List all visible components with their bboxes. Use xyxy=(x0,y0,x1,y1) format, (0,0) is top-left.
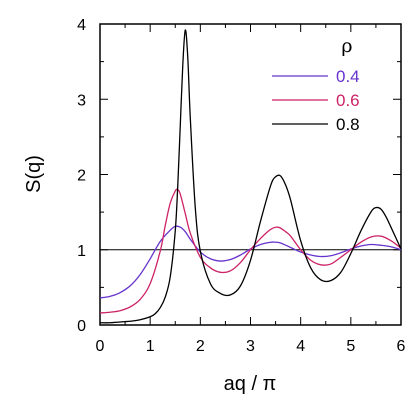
tick-labels: 0 1 2 3 4 5 6 0 1 2 3 4 xyxy=(77,17,405,355)
x-tick-label: 0 xyxy=(96,338,105,355)
series-lines xyxy=(99,29,402,324)
x-tick-label: 4 xyxy=(296,338,305,355)
series-line-0.4 xyxy=(99,225,402,299)
legend-label-0.6: 0.6 xyxy=(336,91,360,110)
x-tick-label: 2 xyxy=(196,338,205,355)
x-tick-label: 1 xyxy=(146,338,155,355)
x-axis-label: aq / π xyxy=(224,373,277,395)
x-tick-label: 3 xyxy=(246,338,255,355)
series-line-0.6 xyxy=(99,188,402,314)
legend: ρ 0.4 0.6 0.8 xyxy=(272,35,360,134)
legend-label-0.4: 0.4 xyxy=(336,67,360,86)
legend-label-0.8: 0.8 xyxy=(336,115,360,134)
y-axis-label: S(q) xyxy=(23,155,45,193)
y-tick-label: 1 xyxy=(77,243,86,260)
tick-marks xyxy=(99,23,402,326)
series-line-0.8 xyxy=(99,29,402,324)
y-tick-label: 4 xyxy=(77,17,86,34)
legend-title: ρ xyxy=(341,35,352,57)
x-tick-label: 6 xyxy=(397,338,406,355)
y-tick-label: 2 xyxy=(77,168,86,185)
y-tick-label: 0 xyxy=(77,318,86,335)
x-tick-label: 5 xyxy=(346,338,355,355)
y-tick-label: 3 xyxy=(77,92,86,109)
